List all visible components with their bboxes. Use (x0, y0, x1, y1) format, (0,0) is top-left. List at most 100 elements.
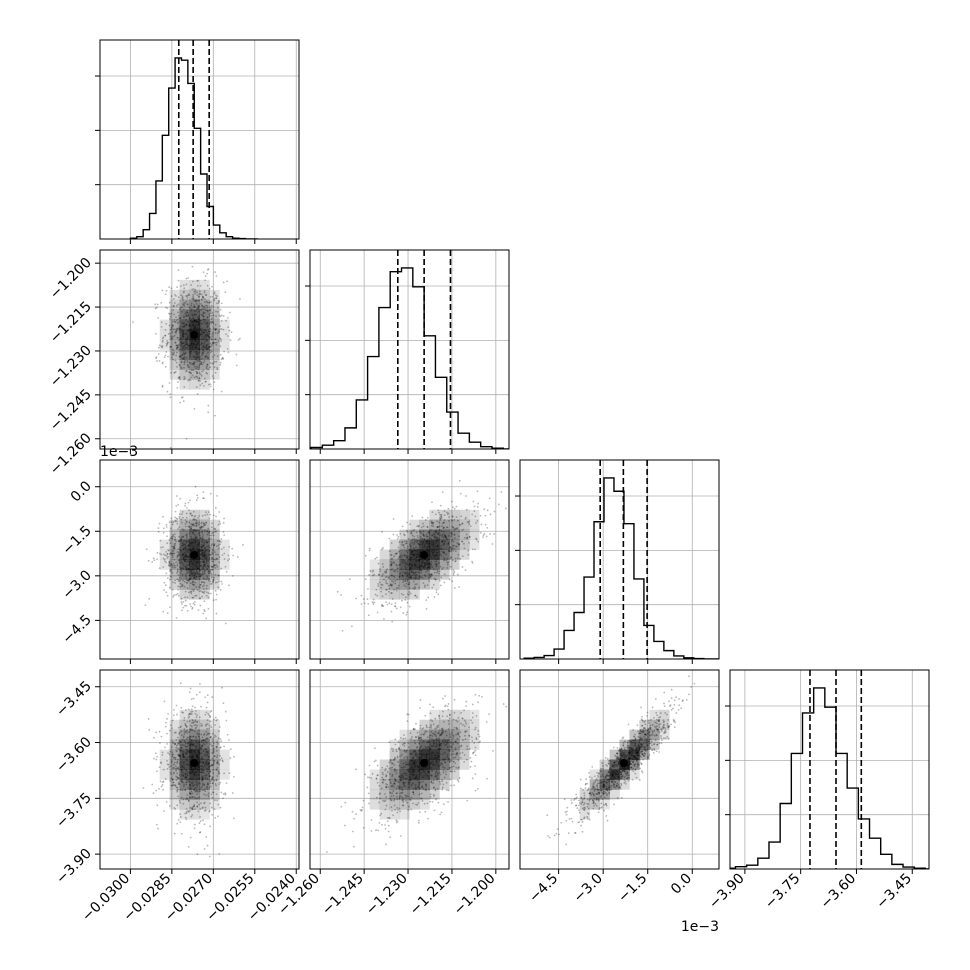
sample-point (218, 574, 220, 577)
sample-point (387, 584, 390, 587)
sample-point (206, 530, 209, 533)
sample-point (169, 565, 171, 568)
sample-point (432, 583, 435, 586)
sample-point (170, 760, 173, 762)
sample-point (373, 601, 376, 604)
sample-point (378, 784, 381, 787)
sample-point (405, 799, 407, 802)
sample-point (201, 806, 204, 809)
sample-point (477, 540, 480, 543)
sample-point (394, 770, 397, 773)
sample-point (193, 730, 196, 733)
sample-point (169, 553, 171, 556)
sample-point (380, 812, 383, 815)
sample-point (184, 525, 187, 528)
sample-point (170, 761, 173, 764)
panel-frame (309, 249, 510, 450)
sample-point (225, 782, 228, 785)
sample-point (195, 721, 198, 723)
sample-point (224, 565, 227, 568)
sample-point (409, 523, 412, 526)
sample-point (403, 546, 406, 549)
sample-point (172, 535, 175, 538)
scatter-panel-p1-p2 (309, 459, 510, 664)
density-cell (389, 549, 400, 560)
sample-point (155, 306, 158, 309)
sample-point (391, 568, 393, 570)
sample-point (212, 322, 215, 325)
density-cell (199, 739, 210, 750)
sample-point (193, 603, 196, 606)
density-cell (439, 559, 450, 570)
sample-point (401, 804, 404, 807)
sample-point (436, 569, 439, 572)
sample-point (471, 739, 474, 742)
sample-point (451, 515, 454, 518)
sample-point (374, 593, 377, 596)
sample-point (385, 593, 387, 596)
sample-point (446, 563, 449, 566)
sample-point (217, 770, 220, 772)
sample-point (180, 521, 183, 524)
sample-point (186, 303, 189, 306)
sample-point (388, 741, 391, 744)
sample-point (212, 531, 215, 534)
sample-point (211, 342, 214, 345)
sample-point (442, 566, 445, 569)
sample-point (211, 796, 214, 799)
sample-point (175, 344, 178, 347)
sample-point (201, 571, 204, 573)
sample-point (434, 731, 437, 733)
sample-point (458, 523, 461, 526)
sample-point (212, 791, 215, 794)
sample-point (176, 804, 179, 807)
sample-point (198, 521, 201, 524)
sample-point (205, 617, 208, 620)
sample-point (455, 727, 458, 730)
density-cell (199, 379, 210, 390)
sample-point (185, 520, 188, 523)
sample-point (381, 781, 384, 784)
sample-point (457, 519, 459, 522)
sample-point (193, 823, 196, 826)
sample-point (211, 764, 213, 766)
sample-point (161, 341, 164, 343)
sample-point (155, 332, 157, 335)
density-cell (159, 759, 170, 770)
density-cell (429, 769, 440, 780)
density-cell (449, 519, 460, 530)
sample-point (452, 760, 455, 763)
sample-point (386, 820, 389, 823)
sample-point (420, 797, 422, 800)
sample-point (479, 515, 482, 517)
sample-point (167, 549, 169, 551)
density-cell (449, 539, 460, 550)
sample-point (396, 798, 399, 801)
sample-point (381, 548, 383, 551)
sample-point (359, 809, 362, 811)
sample-point (220, 340, 222, 342)
sample-point (227, 335, 229, 337)
sample-point (200, 298, 203, 301)
sample-point (180, 725, 182, 728)
sample-point (199, 683, 201, 685)
sample-point (237, 339, 240, 341)
sample-point (204, 523, 207, 526)
sample-point (188, 294, 191, 297)
sample-point (214, 716, 217, 719)
sample-point (398, 550, 400, 553)
density-cell (219, 549, 230, 560)
sample-point (220, 757, 223, 760)
density-cell (169, 529, 180, 540)
sample-point (201, 788, 204, 791)
sample-point (208, 779, 211, 782)
sample-point (210, 337, 213, 340)
sample-point (209, 383, 212, 386)
sample-point (215, 735, 217, 738)
sample-point (173, 552, 176, 555)
sample-point (460, 711, 462, 714)
sample-point (186, 609, 189, 612)
sample-point (186, 729, 189, 732)
sample-point (169, 527, 172, 530)
sample-point (202, 497, 204, 500)
